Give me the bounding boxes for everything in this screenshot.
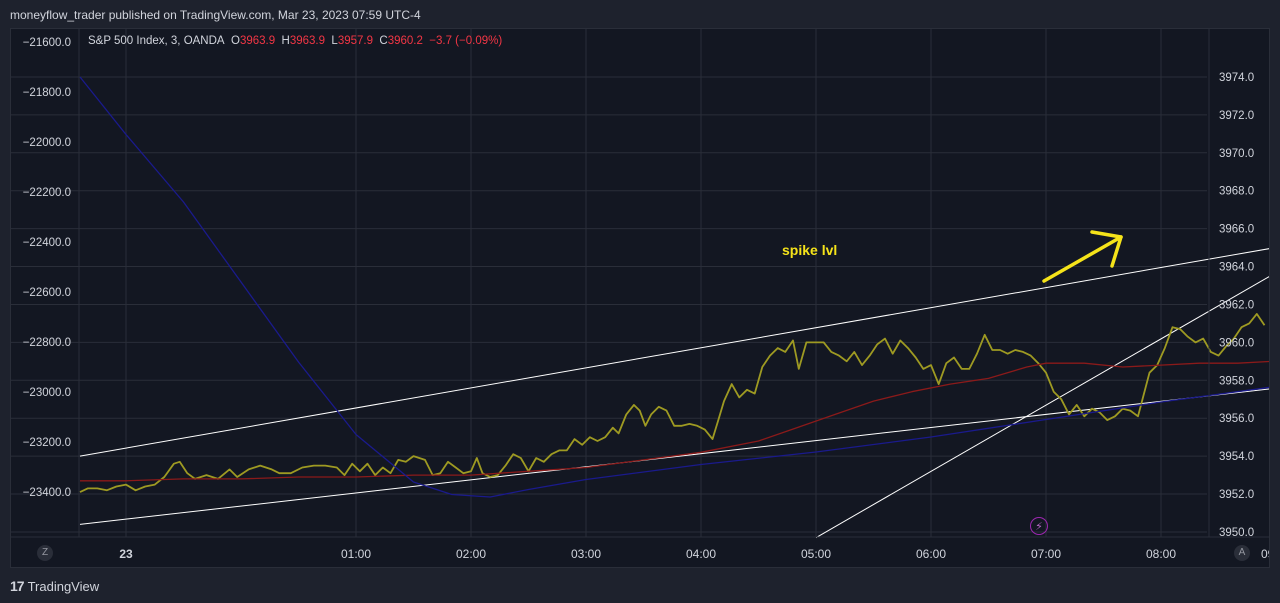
close-label: C xyxy=(379,35,388,47)
annotation-arrow-shaft xyxy=(1042,235,1123,283)
y-right-tick-label: 3968.0 xyxy=(1219,186,1254,198)
y-right-tick-label: 3970.0 xyxy=(1219,148,1254,160)
trendline xyxy=(79,388,1269,525)
open-label: O xyxy=(230,35,240,47)
chart-panel[interactable]: 3974.0 3972.0 3970.0 3968.0 3966.0 3964.0 3962… xyxy=(10,28,1270,568)
y-left-tick-label: −22800.0 xyxy=(23,337,71,349)
tradingview-logo-icon: 17 xyxy=(10,578,25,594)
moving-average-line xyxy=(80,360,1269,482)
x-tick-label: 23 xyxy=(119,547,133,561)
x-tick-label: 02:00 xyxy=(456,547,486,561)
change-value: −3.7 (−0.09%) xyxy=(429,35,503,47)
x-tick-label: 01:00 xyxy=(341,547,371,561)
trendline xyxy=(79,248,1269,457)
y-right-tick-label: 3952.0 xyxy=(1219,489,1254,501)
y-left-tick-label: −23400.0 xyxy=(23,487,71,499)
low-value: 3957.9 xyxy=(337,35,373,47)
x-tick-label: 09:00 xyxy=(1261,547,1270,561)
y-right-tick-label: 3972.0 xyxy=(1219,110,1254,122)
symbol-name: S&P 500 Index, 3, OANDA xyxy=(88,35,225,47)
left-indicator-axis: −21600.0 −21800.0 −22000.0 −22200.0 −22400.0… xyxy=(23,29,80,537)
price-chart[interactable]: 3974.0 3972.0 3970.0 3968.0 3966.0 3964.0 3962… xyxy=(11,29,1270,568)
x-tick-label: 05:00 xyxy=(801,547,831,561)
x-tick-label: 07:00 xyxy=(1031,547,1061,561)
time-axis: 23 01:00 02:00 03:00 04:00 05:00 06:00 07:00 08:… xyxy=(11,536,1270,561)
y-left-tick-label: −22400.0 xyxy=(23,237,71,249)
y-right-tick-label: 3966.0 xyxy=(1219,224,1254,236)
x-tick-label: 08:00 xyxy=(1146,547,1176,561)
auto-zoom-button[interactable]: Z xyxy=(37,545,53,561)
y-left-tick-label: −23200.0 xyxy=(23,437,71,449)
y-right-tick-label: 3964.0 xyxy=(1219,262,1254,274)
y-left-tick-label: −22200.0 xyxy=(23,187,71,199)
y-right-tick-label: 3956.0 xyxy=(1219,413,1254,425)
annotation-arrow xyxy=(1042,230,1123,283)
trendlines xyxy=(79,248,1269,539)
y-right-tick-label: 3960.0 xyxy=(1219,337,1254,349)
y-right-tick-label: 3950.0 xyxy=(1219,527,1254,539)
attribution-text: moneyflow_trader published on TradingVie… xyxy=(10,8,421,22)
brand-name: TradingView xyxy=(27,578,100,594)
low-label: L xyxy=(331,35,338,47)
high-value: 3963.9 xyxy=(289,35,326,47)
footer-branding: 17 TradingView xyxy=(10,576,99,596)
auto-scale-button[interactable]: A xyxy=(1234,545,1250,561)
attribution-bar: moneyflow_trader published on TradingVie… xyxy=(0,0,1280,28)
annotation-arrow-head xyxy=(1090,230,1123,268)
y-left-tick-label: −23000.0 xyxy=(23,387,71,399)
y-left-tick-label: −21600.0 xyxy=(23,37,71,49)
trendline xyxy=(815,276,1269,539)
grid xyxy=(11,29,1207,537)
y-right-tick-label: 3958.0 xyxy=(1219,375,1254,387)
y-left-tick-label: −21800.0 xyxy=(23,87,71,99)
spike-level-annotation: spike lvl xyxy=(782,242,838,258)
x-tick-label: 04:00 xyxy=(686,547,716,561)
y-left-tick-label: −22600.0 xyxy=(23,287,71,299)
symbol-legend: S&P 500 Index, 3, OANDA O3963.9 H3963.9 … xyxy=(88,35,502,47)
y-right-tick-label: 3962.0 xyxy=(1219,299,1254,311)
x-tick-label: 06:00 xyxy=(916,547,946,561)
open-value: 3963.9 xyxy=(239,35,276,47)
high-label: H xyxy=(281,35,290,47)
y-right-tick-label: 3974.0 xyxy=(1219,72,1254,84)
lightning-icon[interactable]: ⚡ xyxy=(1030,517,1048,535)
y-left-tick-label: −22000.0 xyxy=(23,137,71,149)
close-value: 3960.2 xyxy=(387,35,423,47)
indicator-line xyxy=(79,76,1269,498)
price-series-line xyxy=(79,312,1266,493)
x-tick-label: 03:00 xyxy=(571,547,601,561)
series-layer xyxy=(79,76,1269,498)
right-price-axis: 3974.0 3972.0 3970.0 3968.0 3966.0 3964.0 3962… xyxy=(1208,29,1254,539)
y-right-tick-label: 3954.0 xyxy=(1219,451,1254,463)
